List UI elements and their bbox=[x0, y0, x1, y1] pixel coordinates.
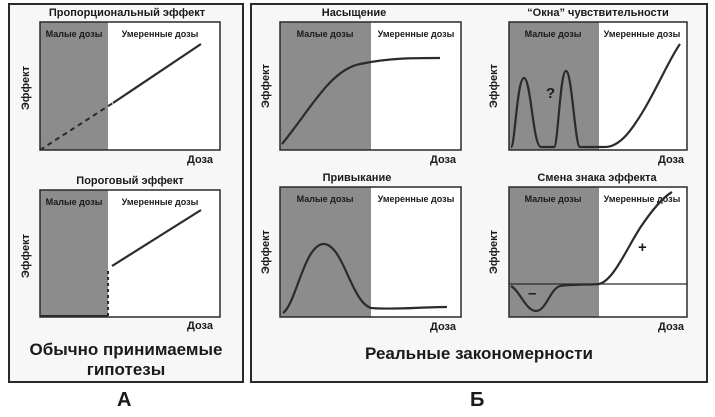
moderate-dose-zone bbox=[371, 187, 461, 317]
low-dose-label: Малые дозы bbox=[297, 194, 354, 204]
low-dose-label: Малые дозы bbox=[46, 197, 103, 207]
x-axis-label: Доза bbox=[430, 321, 457, 333]
extrapolated-line bbox=[39, 102, 114, 151]
x-axis-label: Доза bbox=[430, 154, 457, 166]
panel-title: “Окна” чувствительности bbox=[527, 7, 669, 19]
panel-proportional: Пропорциональный эффект Малые дозы Умере… bbox=[20, 7, 221, 166]
sign-change-curve bbox=[510, 191, 673, 313]
panel-sensitivity-windows: “Окна” чувствительности Малые дозы Умере… bbox=[488, 7, 688, 166]
question-marker: ? bbox=[546, 85, 555, 102]
moderate-dose-label: Умеренные дозы bbox=[122, 197, 199, 207]
panel-threshold: Пороговый эффект Малые дозы Умеренные до… bbox=[20, 175, 221, 332]
y-axis-label: Эффект bbox=[20, 65, 32, 110]
x-axis-label: Доза bbox=[187, 154, 214, 166]
panel-title: Насыщение bbox=[322, 7, 387, 19]
y-axis-label: Эффект bbox=[20, 233, 32, 278]
low-dose-label: Малые дозы bbox=[297, 29, 354, 39]
plot-frame bbox=[279, 21, 462, 151]
panel-title: Пороговый эффект bbox=[76, 175, 184, 187]
panel-title: Смена знака эффекта bbox=[537, 172, 657, 184]
response-line bbox=[112, 43, 202, 104]
negative-sign: – bbox=[528, 285, 536, 302]
response-line bbox=[111, 209, 202, 267]
panel-title: Привыкание bbox=[323, 172, 392, 184]
group-a-letter: А bbox=[117, 389, 132, 411]
plot-frame bbox=[39, 189, 221, 318]
moderate-dose-zone bbox=[599, 187, 687, 317]
panel-adaptation: Привыкание Малые дозы Умеренные дозы Доз… bbox=[260, 172, 462, 333]
plot-frame bbox=[279, 186, 462, 318]
x-axis-label: Доза bbox=[658, 154, 685, 166]
panel-saturation: Насыщение Малые дозы Умеренные дозы Доза… bbox=[260, 7, 462, 166]
x-axis-label: Доза bbox=[187, 320, 214, 332]
moderate-dose-zone bbox=[371, 22, 461, 150]
low-dose-zone bbox=[40, 22, 108, 150]
y-axis-label: Эффект bbox=[260, 229, 272, 274]
low-dose-zone bbox=[40, 190, 108, 317]
panel-sign-change: Смена знака эффекта Малые дозы Умеренные… bbox=[488, 172, 688, 333]
plot-frame bbox=[39, 21, 221, 151]
low-dose-zone bbox=[280, 187, 371, 317]
low-dose-zone bbox=[509, 187, 599, 317]
adaptation-curve bbox=[282, 242, 448, 314]
y-axis-label: Эффект bbox=[260, 63, 272, 108]
plot-frame bbox=[508, 21, 688, 151]
caption-real-patterns: Реальные закономерности bbox=[365, 344, 593, 363]
x-axis-label: Доза bbox=[658, 321, 685, 333]
moderate-dose-label: Умеренные дозы bbox=[604, 29, 681, 39]
y-axis-label: Эффект bbox=[488, 229, 500, 274]
panel-title: Пропорциональный эффект bbox=[49, 7, 206, 19]
saturation-curve bbox=[281, 56, 441, 145]
moderate-dose-label: Умеренные дозы bbox=[378, 29, 455, 39]
moderate-dose-zone bbox=[599, 22, 687, 150]
windows-curve bbox=[509, 43, 681, 149]
low-dose-zone bbox=[509, 22, 599, 150]
moderate-dose-label: Умеренные дозы bbox=[122, 29, 199, 39]
plot-frame bbox=[508, 186, 688, 318]
moderate-dose-zone bbox=[108, 190, 220, 317]
moderate-dose-label: Умеренные дозы bbox=[604, 194, 681, 204]
caption-hypotheses: Обычно принимаемые гипотезы bbox=[29, 340, 223, 379]
low-dose-label: Малые дозы bbox=[525, 194, 582, 204]
positive-sign: + bbox=[638, 239, 647, 256]
y-axis-label: Эффект bbox=[488, 63, 500, 108]
group-b-letter: Б bbox=[470, 389, 485, 411]
low-dose-label: Малые дозы bbox=[46, 29, 103, 39]
moderate-dose-zone bbox=[108, 22, 220, 150]
low-dose-label: Малые дозы bbox=[525, 29, 582, 39]
moderate-dose-label: Умеренные дозы bbox=[378, 194, 455, 204]
